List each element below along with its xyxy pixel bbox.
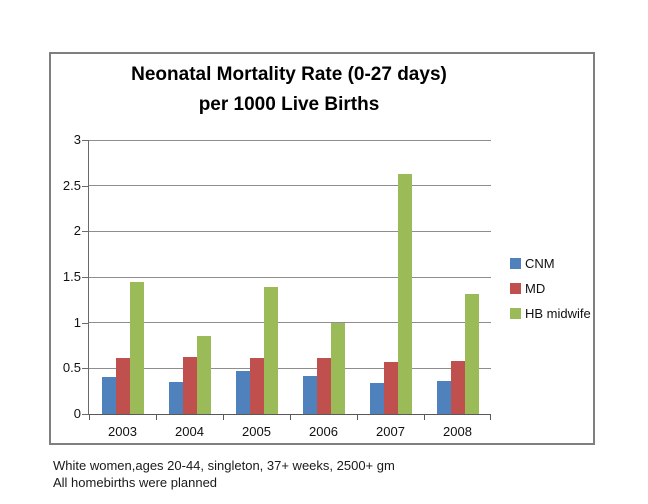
x-tick-label: 2005 [242, 424, 271, 439]
legend-label: MD [525, 280, 546, 296]
x-tick-mark [223, 415, 224, 420]
legend: CNM MD HB midwife [510, 255, 591, 330]
bar-cnm [436, 381, 451, 414]
y-tick-mark [82, 322, 88, 324]
bar-cnm [235, 371, 250, 414]
bar-hb-midwife [330, 322, 345, 414]
x-tick-label: 2004 [175, 424, 204, 439]
y-tick-label: 3 [73, 132, 81, 147]
x-tick-mark [89, 415, 90, 420]
y-tick-label: 2.5 [62, 177, 81, 193]
y-tick-label: 2 [73, 223, 81, 239]
footnote-line-2: All homebirths were planned [53, 475, 218, 490]
legend-item: CNM [510, 255, 591, 271]
y-tick-label: 0.5 [62, 360, 81, 376]
legend-item: MD [510, 280, 591, 296]
gridline [89, 322, 491, 324]
gridline [89, 185, 491, 187]
y-tick-mark [82, 140, 88, 141]
chart-frame: Neonatal Mortality Rate (0-27 days) per … [49, 52, 595, 445]
legend-swatch-icon [510, 257, 521, 269]
x-tick-label: 2003 [108, 424, 137, 439]
legend-swatch-icon [510, 282, 521, 294]
chart-title-line-2: per 1000 Live Births [198, 94, 380, 115]
footnote-line-1: White women,ages 20-44, singleton, 37+ w… [53, 458, 395, 473]
gridline [89, 139, 491, 141]
y-tick-mark [82, 185, 88, 187]
bar-cnm [168, 382, 183, 414]
y-tick-mark [82, 277, 88, 278]
legend-item: HB midwife [510, 305, 591, 321]
bar-md [115, 358, 130, 414]
bar-md [316, 358, 331, 414]
bar-cnm [302, 375, 317, 414]
gridline [89, 230, 491, 232]
legend-swatch-icon [510, 307, 521, 319]
x-tick-mark [156, 415, 157, 420]
gridline [89, 367, 491, 369]
bar-hb-midwife [397, 173, 412, 414]
bar-hb-midwife [129, 282, 144, 414]
y-tick-label: 1 [73, 314, 81, 330]
chart-title-line-1: Neonatal Mortality Rate (0-27 days) [131, 64, 447, 85]
bar-md [383, 361, 398, 414]
bar-md [249, 358, 264, 414]
bar-cnm [101, 377, 116, 414]
bar-cnm [369, 382, 384, 414]
bar-md [182, 357, 197, 414]
x-tick-label: 2007 [376, 424, 405, 439]
gridline [89, 276, 491, 278]
legend-label: HB midwife [525, 305, 591, 321]
plot-area: 2003 2004 2005 2006 2007 2008 [88, 139, 491, 439]
y-tick-mark [82, 231, 88, 233]
x-tick-mark [490, 415, 491, 420]
legend-label: CNM [525, 255, 555, 271]
bar-hb-midwife [464, 294, 479, 414]
y-tick-label: 1.5 [62, 269, 81, 284]
x-tick-mark [290, 415, 291, 420]
y-tick-mark [82, 414, 88, 415]
bar-md [450, 361, 465, 414]
bar-hb-midwife [263, 287, 278, 414]
x-tick-mark [424, 415, 425, 420]
x-tick-label: 2008 [443, 424, 472, 439]
x-tick-mark [357, 415, 358, 420]
y-tick-label: 0 [73, 406, 81, 421]
y-tick-mark [82, 368, 88, 370]
x-tick-label: 2006 [309, 424, 338, 439]
bar-hb-midwife [196, 336, 211, 414]
